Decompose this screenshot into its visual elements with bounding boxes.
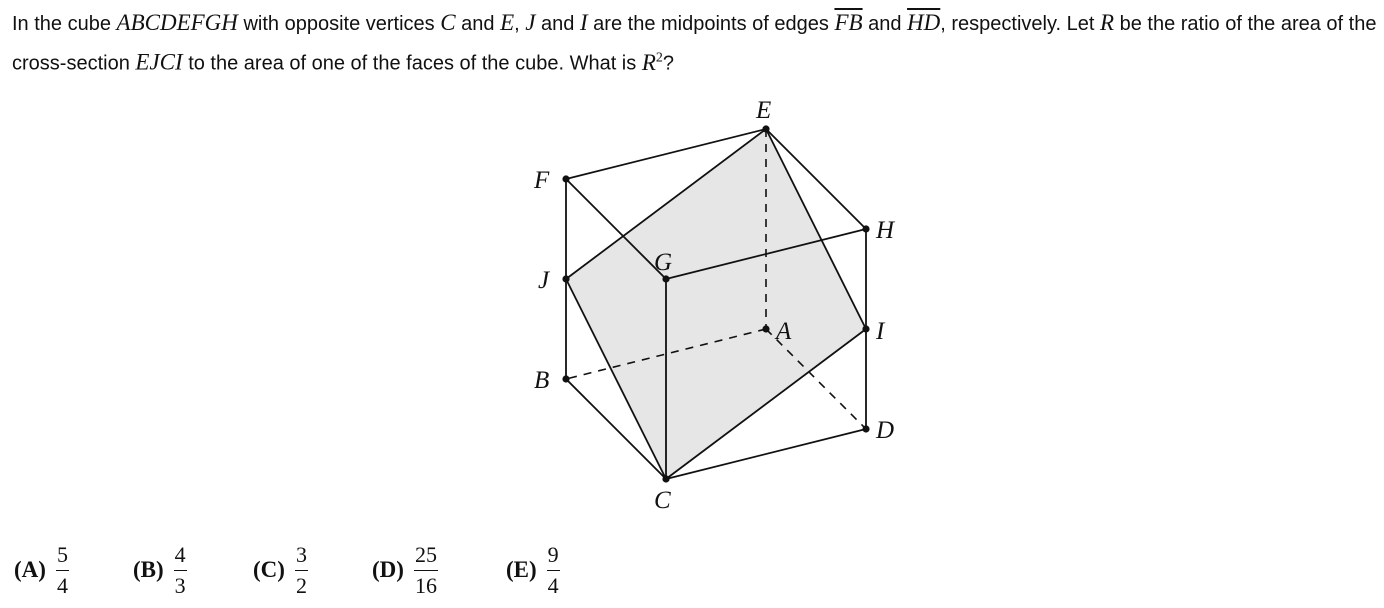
vertex-a-dot bbox=[762, 325, 770, 333]
problem-statement: In the cube ABCDEFGH with opposite verti… bbox=[12, 6, 1378, 81]
edge-ef bbox=[565, 128, 767, 180]
choice-letter: (D) bbox=[372, 557, 404, 582]
choice-e[interactable]: (E) 9 4 bbox=[506, 538, 560, 602]
denominator: 2 bbox=[295, 572, 307, 598]
label-j: J bbox=[538, 267, 551, 294]
choice-fraction: 9 4 bbox=[546, 542, 560, 599]
label-b: B bbox=[534, 367, 549, 394]
problem-text: and bbox=[535, 13, 580, 35]
vertex-e-dot bbox=[762, 125, 770, 133]
problem-text: with opposite vertices bbox=[237, 13, 441, 35]
label-e: E bbox=[755, 97, 771, 124]
ratio-r: R bbox=[641, 49, 656, 75]
problem-text: to the area of one of the faces of the c… bbox=[182, 52, 642, 75]
label-g: G bbox=[654, 249, 672, 276]
denominator: 3 bbox=[174, 572, 186, 598]
label-h: H bbox=[875, 217, 896, 244]
cross-section-ejci bbox=[566, 129, 866, 479]
edge-fb: FB bbox=[834, 10, 863, 35]
problem-text: , bbox=[514, 13, 526, 35]
point-i-dot bbox=[862, 325, 870, 333]
exponent: 2 bbox=[655, 50, 663, 65]
edge-cd bbox=[665, 428, 867, 480]
choice-fraction: 25 16 bbox=[413, 542, 438, 599]
cross-section-name: EJCI bbox=[135, 49, 183, 75]
vertex-e: E bbox=[500, 10, 515, 35]
problem-text: In the cube bbox=[12, 13, 117, 35]
choice-letter: (E) bbox=[506, 557, 537, 582]
choice-letter: (B) bbox=[133, 557, 164, 582]
vertex-f-dot bbox=[562, 175, 570, 183]
label-i: I bbox=[875, 318, 886, 345]
choice-letter: (C) bbox=[253, 557, 285, 582]
numerator: 9 bbox=[546, 542, 560, 571]
numerator: 3 bbox=[294, 542, 308, 571]
edge-fg bbox=[565, 178, 667, 280]
point-i: I bbox=[579, 10, 588, 35]
choice-fraction: 4 3 bbox=[173, 542, 187, 599]
vertex-h-dot bbox=[862, 225, 870, 233]
problem-text: are the midpoints of edges bbox=[587, 13, 835, 35]
numerator: 25 bbox=[413, 542, 438, 571]
edge-eh bbox=[765, 128, 867, 230]
denominator: 16 bbox=[414, 572, 437, 598]
choice-b[interactable]: (B) 4 3 bbox=[133, 538, 187, 602]
choice-d[interactable]: (D) 25 16 bbox=[372, 538, 438, 602]
vertex-c: C bbox=[440, 10, 456, 35]
denominator: 4 bbox=[547, 572, 559, 598]
problem-text: ? bbox=[662, 52, 674, 75]
vertex-c-dot bbox=[662, 475, 670, 483]
choice-letter: (A) bbox=[14, 557, 46, 582]
numerator: 4 bbox=[173, 542, 187, 571]
choice-fraction: 3 2 bbox=[294, 542, 308, 599]
choice-c[interactable]: (C) 3 2 bbox=[253, 538, 308, 602]
cube-name: ABCDEFGH bbox=[116, 10, 238, 35]
label-c: C bbox=[654, 487, 671, 514]
label-f: F bbox=[533, 167, 550, 194]
problem-text: be the ratio of the area of the cross-se… bbox=[12, 13, 1377, 75]
problem-text: and bbox=[862, 13, 908, 35]
problem-text: and bbox=[455, 13, 501, 35]
choice-a[interactable]: (A) 5 4 bbox=[14, 538, 69, 602]
vertex-b-dot bbox=[562, 375, 570, 383]
edge-hd: HD bbox=[907, 10, 941, 35]
problem-text: , respectively. Let bbox=[940, 13, 1100, 35]
denominator: 4 bbox=[56, 572, 68, 598]
vertex-d-dot bbox=[862, 425, 870, 433]
vertex-g-dot bbox=[662, 275, 670, 283]
point-j-dot bbox=[562, 275, 570, 283]
edge-bc bbox=[565, 378, 667, 480]
point-j: J bbox=[525, 10, 536, 35]
ratio-r: R bbox=[1099, 10, 1115, 35]
edge-gh bbox=[665, 228, 867, 280]
label-a: A bbox=[774, 318, 792, 345]
ratio-r-squared: R2 bbox=[642, 50, 663, 75]
hidden-edge-ab bbox=[565, 328, 767, 380]
choice-fraction: 5 4 bbox=[55, 542, 69, 599]
numerator: 5 bbox=[55, 542, 69, 571]
label-d: D bbox=[875, 417, 894, 444]
